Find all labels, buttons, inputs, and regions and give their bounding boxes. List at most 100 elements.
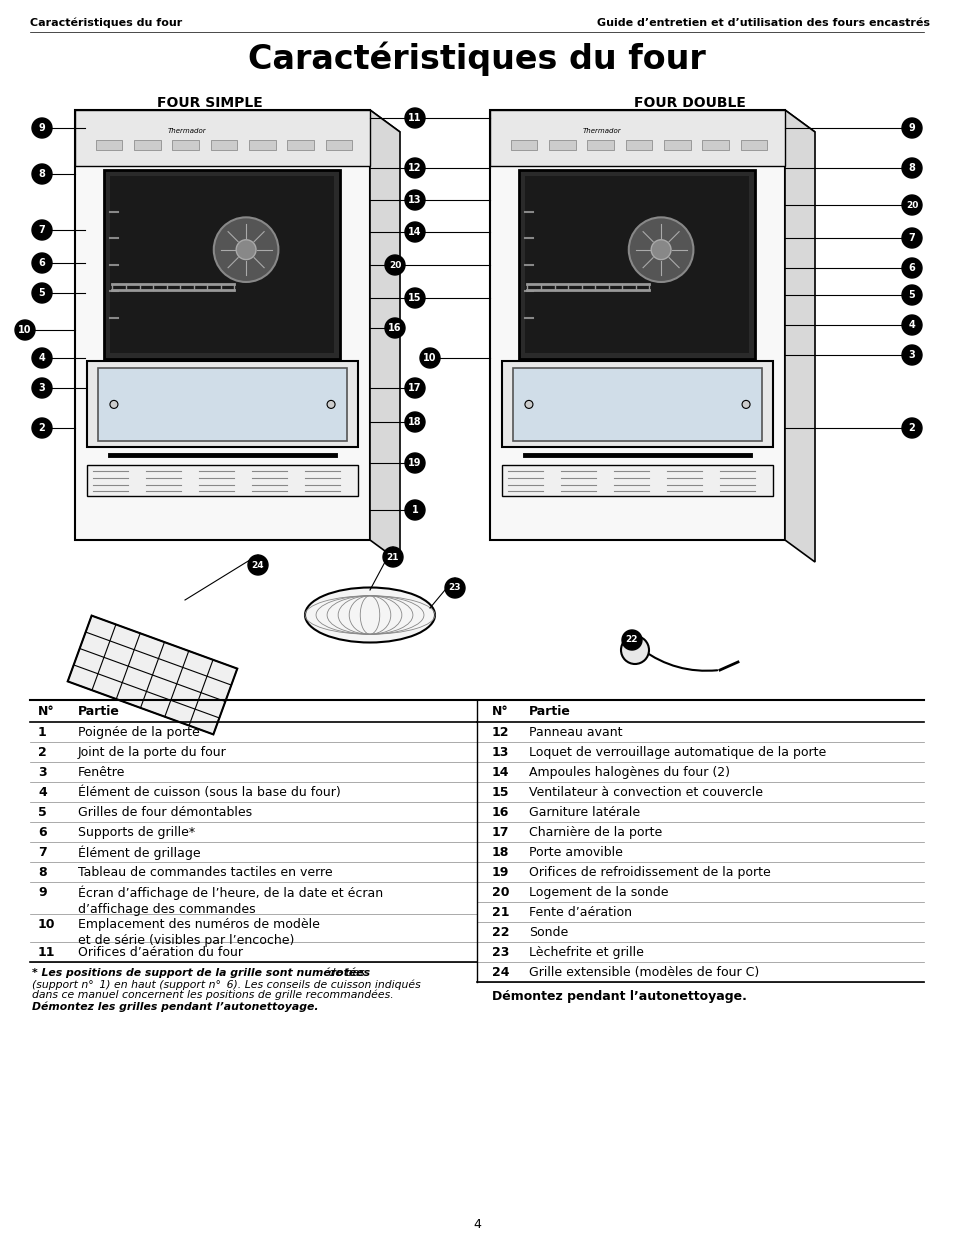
Text: 14: 14 [492,766,509,779]
Text: Fente d’aération: Fente d’aération [529,906,631,919]
Text: 15: 15 [492,785,509,799]
Text: 12: 12 [408,163,421,173]
Circle shape [385,317,405,338]
Circle shape [901,228,921,248]
Bar [249,141,275,151]
Text: 18: 18 [492,846,509,860]
Polygon shape [490,110,814,132]
Bar [490,110,784,540]
Circle shape [901,315,921,335]
Text: Thermador: Thermador [582,128,620,135]
Text: 11: 11 [408,112,421,124]
Text: 4: 4 [473,1218,480,1231]
Bar [548,141,575,151]
Circle shape [405,453,424,473]
Text: Joint de la porte du four: Joint de la porte du four [78,746,227,760]
Text: 21: 21 [386,552,399,562]
Text: Emplacement des numéros de modèle
et de série (visibles par l’encoche): Emplacement des numéros de modèle et de … [78,918,319,947]
Text: 7: 7 [38,225,46,235]
Text: 23: 23 [492,946,509,960]
Circle shape [32,220,52,240]
Text: 9: 9 [907,124,915,133]
Bar [701,141,728,151]
Circle shape [110,400,118,409]
Text: Ampoules halogènes du four (2): Ampoules halogènes du four (2) [529,766,729,779]
Text: Loquet de verrouillage automatique de la porte: Loquet de verrouillage automatique de la… [529,746,825,760]
Circle shape [901,195,921,215]
Bar [625,141,652,151]
Circle shape [405,500,424,520]
Text: Panneau avant: Panneau avant [529,726,622,739]
Text: 20: 20 [492,885,509,899]
Text: Guide d’entretien et d’utilisation des fours encastrés: Guide d’entretien et d’utilisation des f… [597,19,929,28]
Text: N°: N° [38,705,54,718]
Text: Caractéristiques du four: Caractéristiques du four [30,19,182,28]
Text: 4: 4 [907,320,915,330]
Bar [87,362,357,447]
Circle shape [419,348,439,368]
Circle shape [524,400,533,409]
Text: Grilles de four démontables: Grilles de four démontables [78,806,252,819]
Circle shape [444,578,464,598]
Circle shape [651,240,670,259]
Text: 13: 13 [492,746,509,760]
Text: 5: 5 [38,806,47,819]
Text: 22: 22 [625,636,638,645]
Text: 16: 16 [492,806,509,819]
Bar [587,141,614,151]
Text: Porte amovible: Porte amovible [529,846,622,860]
Text: FOUR DOUBLE: FOUR DOUBLE [634,96,745,110]
Bar [75,110,370,540]
Text: Supports de grille*: Supports de grille* [78,826,195,839]
Text: 13: 13 [408,195,421,205]
Text: 1: 1 [411,505,418,515]
Text: 6: 6 [907,263,915,273]
Text: 8: 8 [38,866,47,879]
Bar [525,177,749,353]
Circle shape [32,119,52,138]
Circle shape [405,158,424,178]
Circle shape [741,400,749,409]
Text: 4: 4 [38,353,46,363]
Circle shape [405,288,424,308]
Text: Ventilateur à convection et couvercle: Ventilateur à convection et couvercle [529,785,762,799]
Text: 7: 7 [907,233,915,243]
Bar [95,141,122,151]
Circle shape [628,217,693,282]
Text: Orifices d’aération du four: Orifices d’aération du four [78,946,243,960]
Text: Caractéristiques du four: Caractéristiques du four [248,42,705,77]
Text: 5: 5 [38,288,46,298]
Polygon shape [784,110,814,562]
Circle shape [901,345,921,366]
Text: 9: 9 [38,885,47,899]
Text: Fenêtre: Fenêtre [78,766,125,779]
Text: 2: 2 [38,424,46,433]
Text: 16: 16 [388,324,401,333]
Circle shape [901,417,921,438]
Text: Poignée de la porte: Poignée de la porte [78,726,199,739]
Text: 6: 6 [38,826,47,839]
Text: Élément de cuisson (sous la base du four): Élément de cuisson (sous la base du four… [78,785,340,799]
Text: 18: 18 [408,417,421,427]
Text: 19: 19 [492,866,509,879]
Text: N°: N° [492,705,508,718]
Bar [172,141,198,151]
Circle shape [327,400,335,409]
Circle shape [901,258,921,278]
Text: Logement de la sonde: Logement de la sonde [529,885,668,899]
Polygon shape [75,110,399,132]
Text: Sonde: Sonde [529,926,568,939]
Text: 10: 10 [18,325,31,335]
Bar [490,110,784,165]
Text: 7: 7 [38,846,47,860]
Text: 24: 24 [252,561,264,569]
Text: 4: 4 [38,785,47,799]
Text: Grille extensible (modèles de four C): Grille extensible (modèles de four C) [529,966,759,979]
Text: 10: 10 [38,918,55,931]
Text: 12: 12 [492,726,509,739]
Text: Lèchefrite et grille: Lèchefrite et grille [529,946,643,960]
Text: 1: 1 [38,726,47,739]
Bar [287,141,314,151]
Circle shape [32,283,52,303]
Bar [325,141,352,151]
